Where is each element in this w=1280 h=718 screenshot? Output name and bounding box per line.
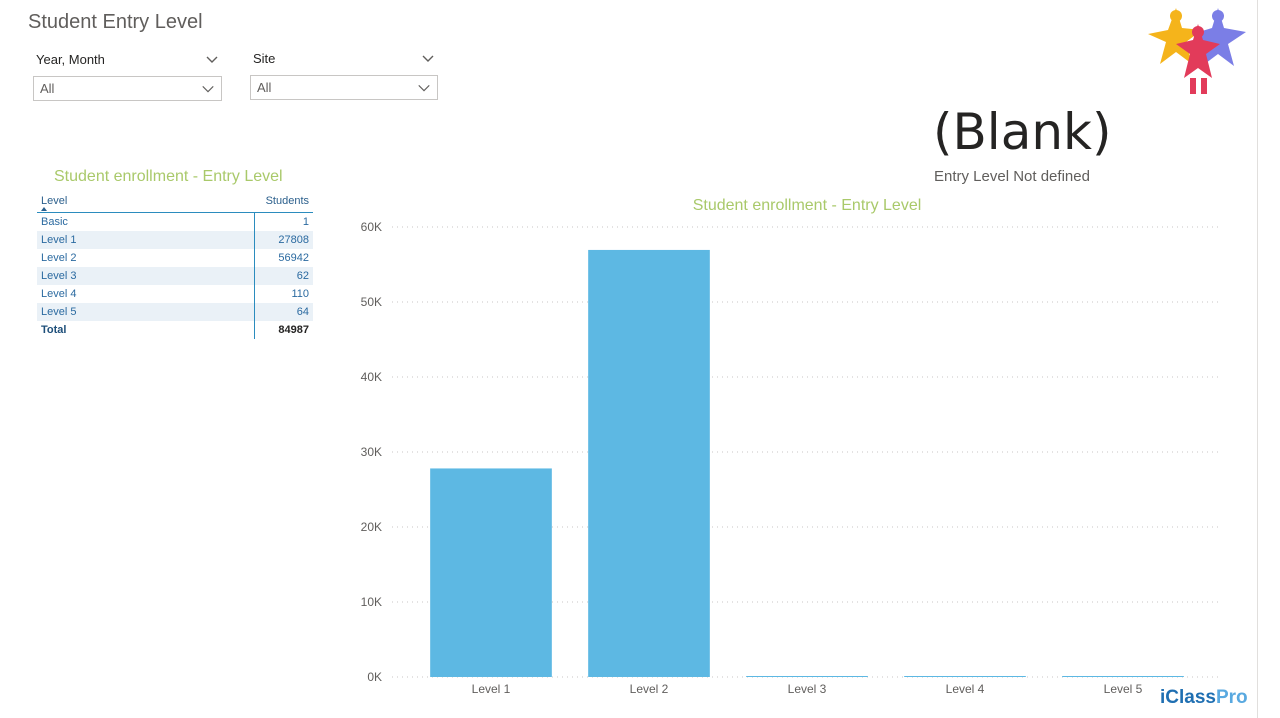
y-tick-label: 10K [361,595,382,609]
table-row: Level 5 64 [37,303,313,321]
brand-name-a: iClass [1160,687,1216,708]
x-tick-label: Level 2 [630,682,669,696]
site-value: All [257,80,272,95]
table-row: Level 1 27808 [37,231,313,249]
site-slicer[interactable]: Site All [250,47,438,100]
bar [746,676,868,677]
table-total-row: Total 84987 [37,321,313,339]
table-row: Level 4 110 [37,285,313,303]
y-tick-label: 50K [361,295,382,309]
row-students: 56942 [253,249,313,267]
row-level: Level 2 [41,252,77,264]
total-label: Total [41,324,67,336]
table-row: Level 2 56942 [37,249,313,267]
y-tick-label: 20K [361,520,382,534]
chevron-down-icon[interactable] [204,51,220,67]
table-header-row: Level Students [37,190,313,213]
table-row: Level 3 62 [37,267,313,285]
x-tick-label: Level 5 [1104,682,1143,696]
row-students: 64 [253,303,313,321]
year-month-dropdown[interactable]: All [33,76,222,101]
bar [588,249,710,677]
y-tick-label: 60K [361,220,382,234]
x-tick-label: Level 1 [472,682,511,696]
row-students: 62 [253,267,313,285]
card-value: (Blank) [933,103,1112,161]
row-level: Basic [41,216,68,228]
year-month-value: All [40,81,55,96]
year-month-slicer[interactable]: Year, Month All [33,48,222,101]
row-level: Level 3 [37,267,254,285]
chevron-down-icon [418,84,430,91]
x-tick-label: Level 4 [946,682,985,696]
level-column-header[interactable]: Level [37,190,254,213]
y-tick-label: 40K [361,370,382,384]
table-row: Basic 1 [37,212,313,231]
row-students: 27808 [253,231,313,249]
chevron-down-icon [202,85,214,92]
row-students: 1 [253,212,313,231]
card-label: Entry Level Not defined [934,168,1090,185]
chevron-down-icon[interactable] [420,50,436,66]
matrix-table: Level Students Basic 1 Level 1 27808 Lev… [37,190,313,339]
site-slicer-label: Site [253,50,276,66]
x-tick-label: Level 3 [788,682,827,696]
brand-name-b: Pro [1215,687,1248,708]
total-value: 84987 [253,321,313,339]
y-tick-label: 30K [361,445,382,459]
page-title: Student Entry Level [28,11,203,33]
site-dropdown[interactable]: All [250,75,438,100]
bar-chart: Student enrollment - Entry Level 0K 10K 20K… [361,197,1222,696]
students-column-header[interactable]: Students [254,190,313,213]
row-level: Level 4 [41,288,77,300]
chart-title: Student enrollment - Entry Level [693,197,922,214]
level-header-label: Level [41,195,68,207]
people-logo-icon [1148,8,1246,94]
table-title: Student enrollment - Entry Level [54,168,283,185]
row-level: Level 5 [37,303,254,321]
sort-ascending-icon [41,207,47,211]
page-edge [1257,0,1258,718]
year-month-slicer-label: Year, Month [36,51,105,67]
bar [430,468,552,677]
row-level: Level 1 [37,231,254,249]
iclasspro-logo: iClassPro [1160,687,1248,709]
bar [904,676,1026,677]
y-tick-label: 0K [367,670,382,684]
row-students: 110 [253,285,313,303]
bar [1062,676,1184,677]
